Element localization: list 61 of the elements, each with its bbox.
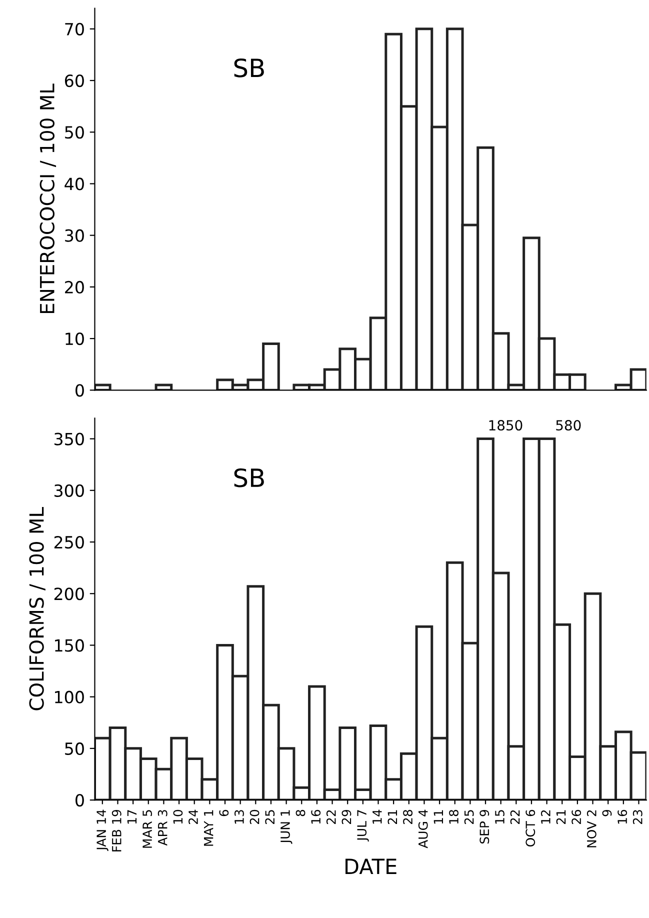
x-tick-label: SEP 9 — [480, 810, 490, 844]
x-tick-label: OCT 6 — [526, 810, 536, 846]
x-tick-label: FEB 19 — [112, 810, 122, 852]
x-tick-label: 29 — [342, 810, 352, 824]
y-tick-label: 10 — [66, 332, 84, 346]
x-tick-label: 12 — [540, 810, 550, 824]
annotation: 1850 — [489, 420, 522, 431]
x-tick-label: 23 — [632, 810, 642, 824]
y-tick-label: 50 — [65, 742, 84, 755]
x-tick-label: 25 — [265, 810, 275, 824]
y-tick-label: 70 — [65, 22, 84, 36]
x-tick-label: 20 — [250, 810, 260, 824]
x-axis-title: DATE — [346, 858, 396, 874]
annotation: 580 — [556, 420, 581, 431]
x-tick-label: JUL 7 — [357, 810, 369, 842]
x-tick-label: 22 — [510, 810, 520, 824]
bar — [154, 384, 173, 390]
x-tick-label: 21 — [388, 810, 398, 824]
x-tick-label: 25 — [464, 810, 474, 824]
x-tick-label: 8 — [296, 810, 306, 816]
y-tick-label: 300 — [54, 484, 84, 497]
y-tick-label: 50 — [65, 126, 84, 139]
x-tick-label: 16 — [311, 810, 321, 824]
x-tick-label: 17 — [127, 810, 137, 824]
x-tick-label: AUG 4 — [418, 810, 428, 848]
x-tick-label: 26 — [572, 810, 582, 824]
x-tick-label: 24 — [188, 810, 198, 824]
x-tick-label: JAN 14 — [96, 810, 108, 851]
x-tick-label: 28 — [403, 810, 413, 824]
y-tick-label: 200 — [54, 588, 84, 600]
x-tick-label: 6 — [219, 810, 229, 816]
y-tick-label: 100 — [55, 690, 84, 704]
y-tick-label: 40 — [64, 178, 84, 190]
x-tick-label: APR 3 — [158, 810, 168, 846]
x-tick-label: 11 — [434, 810, 443, 824]
y-axis-title: COLIFORMS / 100 ML — [29, 507, 46, 710]
x-tick-label: 22 — [326, 810, 336, 824]
x-tick-label: 16 — [618, 810, 628, 824]
annotation: SB — [234, 58, 264, 78]
x-tick-label: 9 — [602, 810, 612, 816]
x-tick-label: 18 — [449, 810, 458, 824]
x-tick-label: MAY 1 — [204, 810, 214, 846]
y-tick-label: 60 — [64, 74, 84, 88]
y-tick-label: 0 — [76, 794, 84, 807]
x-tick-label: 15 — [495, 810, 504, 824]
y-tick-label: 0 — [76, 384, 84, 397]
y-tick-label: 20 — [65, 280, 84, 294]
bar — [94, 384, 112, 390]
x-tick-label: JUN 1 — [280, 810, 292, 844]
x-tick-label: 10 — [173, 810, 183, 824]
y-tick-label: 150 — [55, 639, 84, 652]
y-axis-title: ENTEROCOCCI / 100 ML — [40, 84, 56, 313]
x-tick-label: NOV 2 — [586, 810, 596, 848]
y-tick-label: 350 — [54, 432, 84, 446]
x-tick-label: 13 — [234, 810, 244, 824]
x-tick-label: 21 — [556, 810, 566, 824]
x-tick-label: 14 — [372, 810, 382, 824]
y-tick-label: 30 — [65, 229, 84, 242]
x-tick-label: MAR 5 — [142, 810, 152, 848]
y-tick-label: 250 — [54, 536, 84, 549]
annotation: SB — [234, 468, 264, 488]
